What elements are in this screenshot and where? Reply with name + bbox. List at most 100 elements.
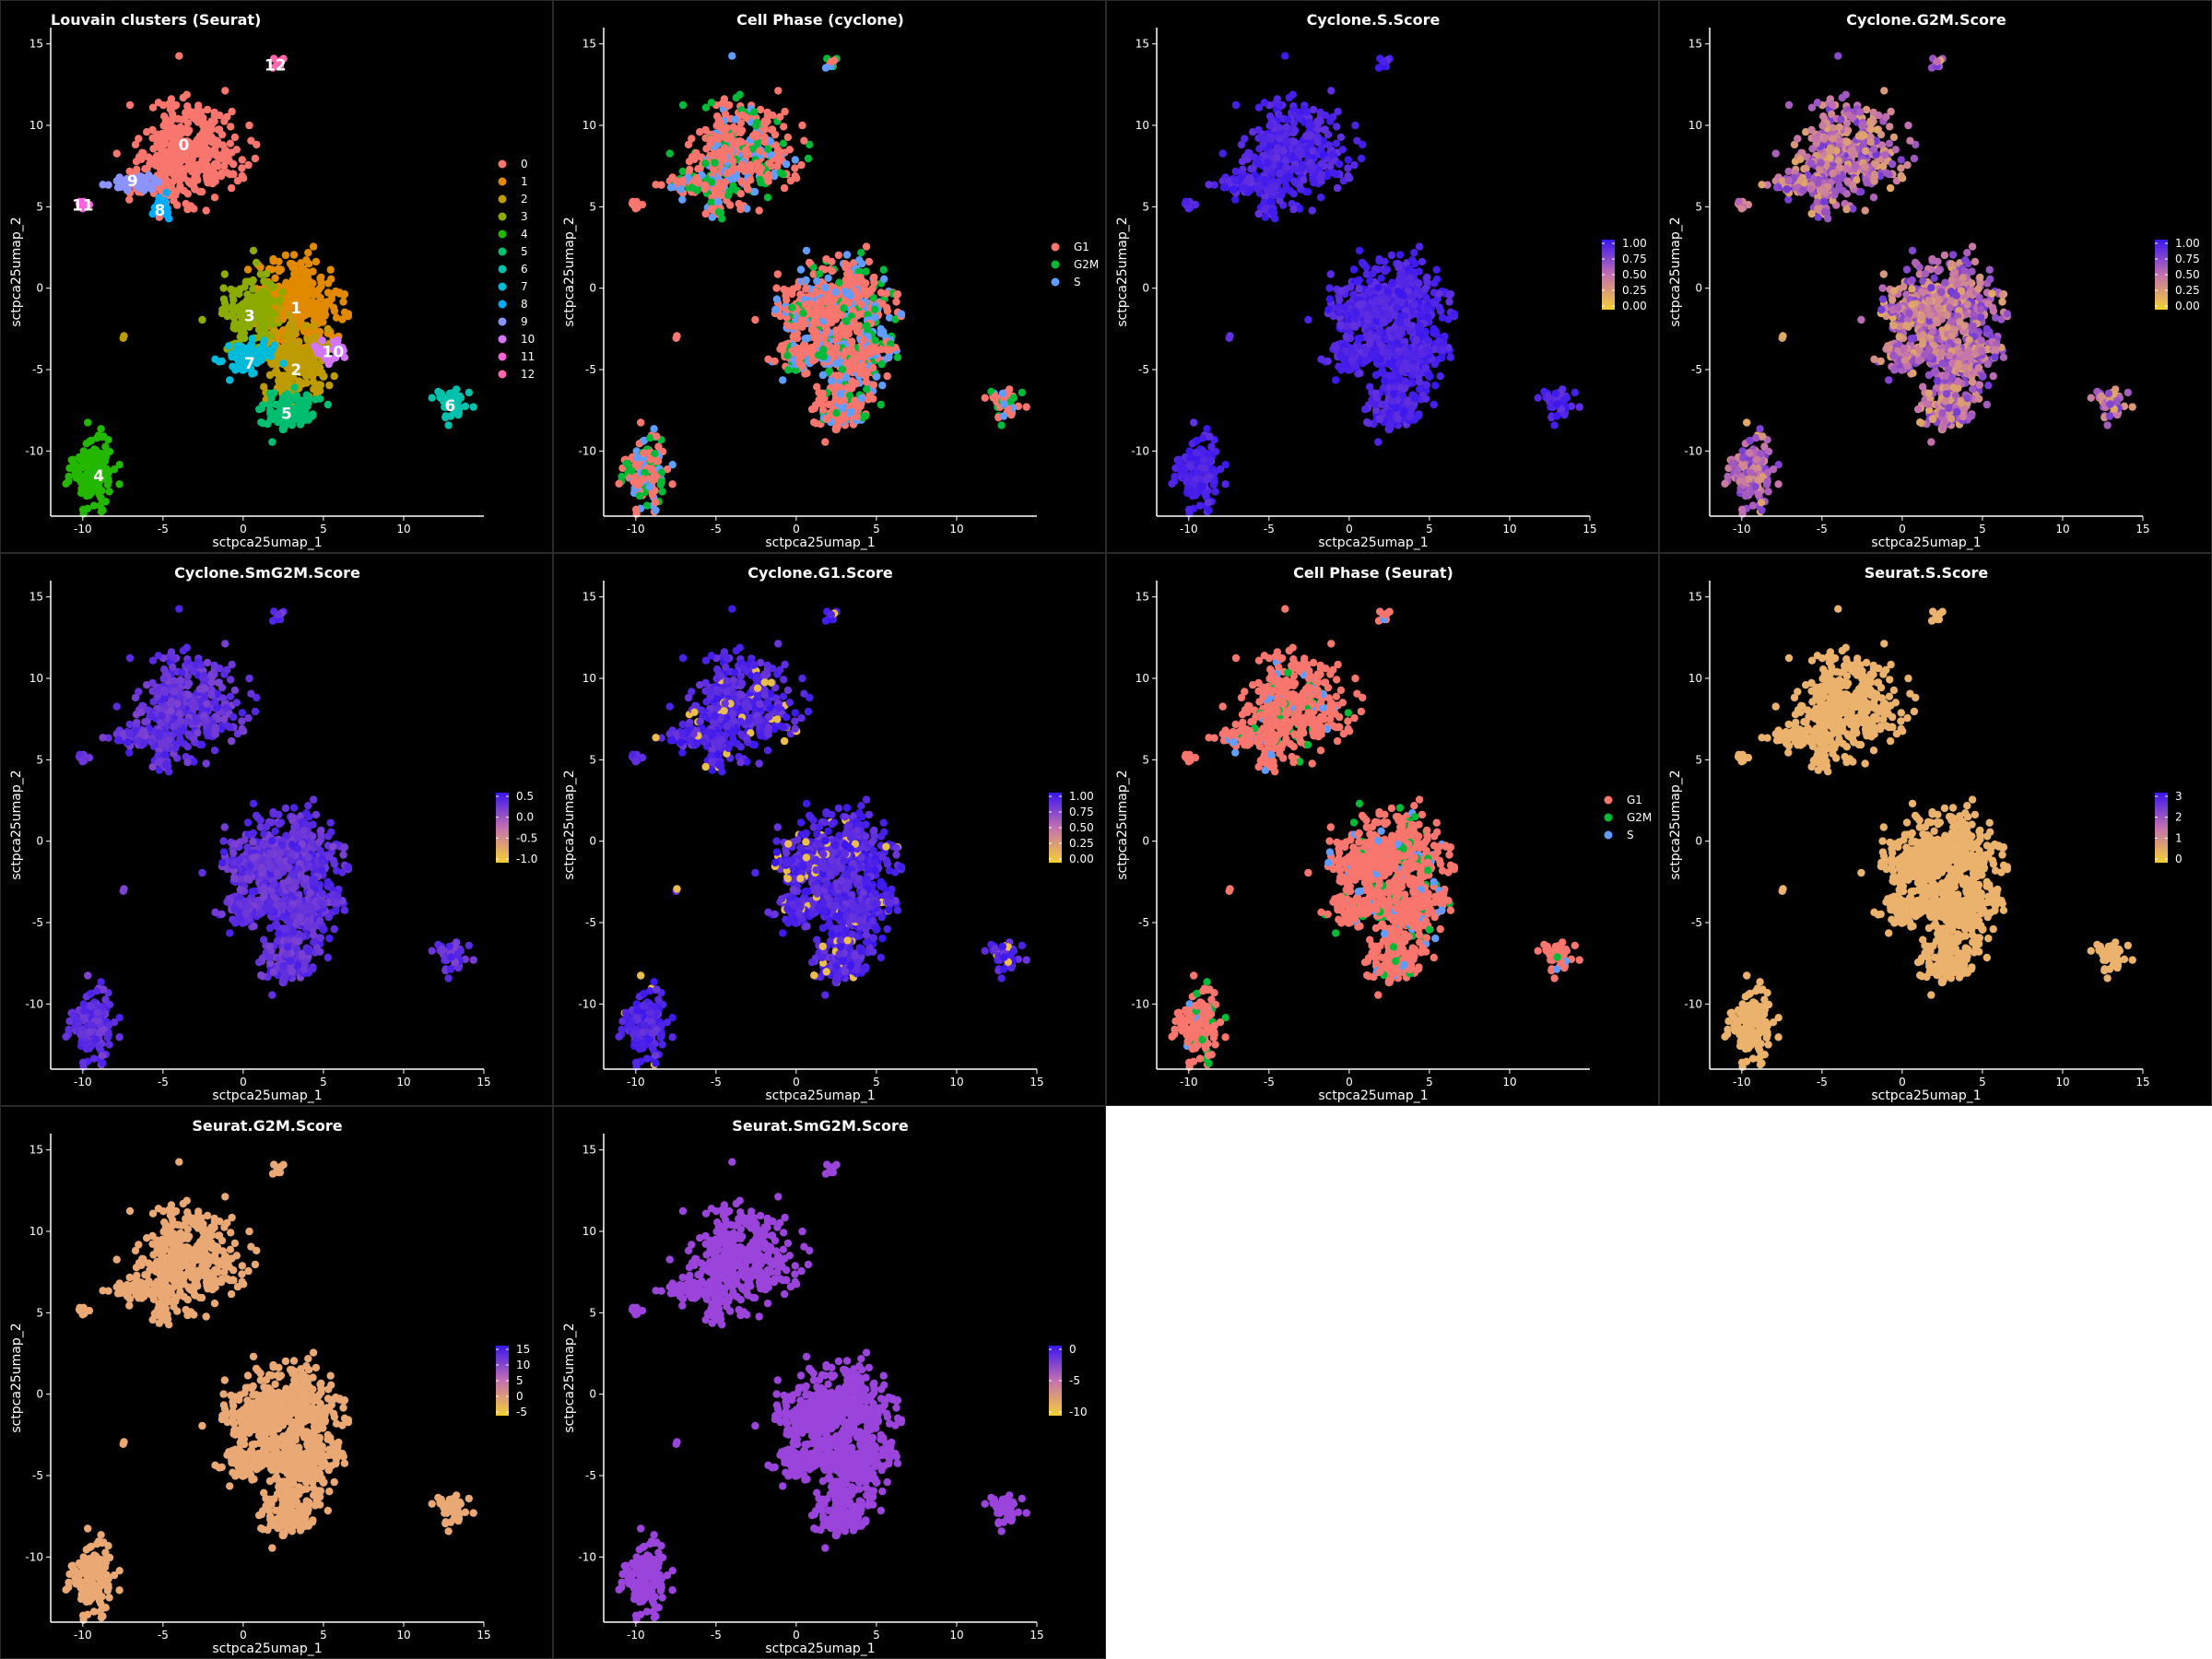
- data-point: [690, 155, 699, 163]
- data-point: [189, 113, 197, 122]
- data-point: [229, 159, 238, 169]
- data-point: [210, 108, 218, 117]
- data-point: [1410, 300, 1418, 309]
- data-point: [706, 135, 715, 143]
- data-point: [791, 171, 799, 180]
- data-point: [1396, 383, 1405, 392]
- data-point: [1254, 159, 1263, 168]
- data-point: [1284, 115, 1292, 124]
- data-point: [1190, 418, 1198, 427]
- data-point: [1285, 93, 1294, 102]
- data-point: [259, 302, 267, 311]
- legend-label: 5: [521, 245, 528, 258]
- data-point: [1347, 283, 1355, 291]
- data-point: [262, 269, 271, 278]
- data-point: [1380, 57, 1389, 66]
- data-point: [1290, 177, 1299, 185]
- data-point: [892, 290, 901, 300]
- data-point: [1423, 273, 1431, 282]
- data-point: [203, 147, 211, 156]
- legend-label: 8: [521, 298, 528, 311]
- data-point: [465, 388, 473, 397]
- data-point: [883, 371, 891, 381]
- data-point: [282, 278, 290, 287]
- data-point: [1281, 157, 1290, 165]
- data-point: [813, 382, 821, 391]
- data-point: [857, 394, 865, 403]
- data-point: [1371, 371, 1381, 380]
- cluster-label: 1: [290, 300, 301, 318]
- data-point: [999, 412, 1008, 420]
- data-point: [631, 505, 641, 513]
- data-point: [1356, 369, 1364, 378]
- data-point: [1261, 205, 1269, 213]
- data-point: [223, 112, 231, 121]
- data-point: [1402, 348, 1410, 358]
- x-tick-label: -5: [711, 523, 722, 535]
- data-point: [1355, 285, 1363, 293]
- data-point: [701, 125, 710, 135]
- data-point: [115, 480, 124, 488]
- data-point: [1317, 355, 1325, 363]
- data-point: [1325, 284, 1334, 292]
- data-point: [1308, 162, 1316, 171]
- data-point: [170, 169, 179, 178]
- data-point: [1318, 159, 1326, 168]
- data-point: [269, 415, 277, 423]
- data-point: [808, 357, 818, 365]
- data-point: [841, 331, 850, 340]
- data-point: [1316, 194, 1325, 202]
- data-point: [1358, 258, 1367, 267]
- data-point: [265, 371, 275, 380]
- data-point: [286, 351, 295, 360]
- legend-swatch: [498, 194, 507, 204]
- data-point: [1313, 125, 1323, 134]
- data-point: [202, 206, 210, 215]
- data-point: [309, 242, 318, 251]
- data-point: [177, 163, 185, 172]
- data-point: [231, 366, 240, 374]
- data-point: [1390, 311, 1399, 320]
- data-point: [1022, 403, 1030, 411]
- data-point: [1368, 269, 1377, 278]
- data-point: [804, 154, 813, 163]
- data-point: [715, 134, 724, 142]
- data-point: [1354, 335, 1362, 343]
- data-point: [221, 87, 229, 95]
- data-point: [841, 414, 850, 423]
- data-point: [756, 147, 764, 156]
- data-point: [293, 291, 301, 300]
- data-point: [243, 265, 253, 274]
- data-point: [782, 296, 791, 304]
- data-point: [219, 284, 228, 292]
- data-point: [203, 105, 212, 114]
- data-point: [1366, 336, 1374, 345]
- data-point: [783, 133, 793, 142]
- data-point: [325, 382, 334, 390]
- data-point: [843, 383, 852, 392]
- data-point: [1421, 363, 1430, 372]
- data-point: [837, 311, 845, 320]
- data-point: [197, 187, 206, 196]
- data-point: [1325, 295, 1335, 303]
- data-point: [1553, 400, 1561, 408]
- data-point: [1390, 324, 1399, 332]
- data-point: [330, 371, 338, 381]
- data-point: [175, 52, 183, 60]
- legend-label: G2M: [1074, 258, 1099, 271]
- cluster-label: 5: [281, 406, 292, 424]
- data-point: [729, 123, 737, 131]
- data-point: [178, 115, 186, 124]
- data-point: [1347, 356, 1357, 365]
- data-point: [1395, 317, 1404, 325]
- data-point: [1344, 164, 1352, 172]
- data-point: [736, 205, 745, 214]
- data-point: [211, 355, 219, 363]
- data-point: [707, 99, 716, 107]
- data-point: [1412, 335, 1420, 344]
- data-point: [324, 324, 332, 333]
- data-point: [802, 276, 810, 285]
- data-point: [233, 177, 242, 185]
- data-point: [210, 194, 219, 202]
- data-point: [760, 125, 769, 134]
